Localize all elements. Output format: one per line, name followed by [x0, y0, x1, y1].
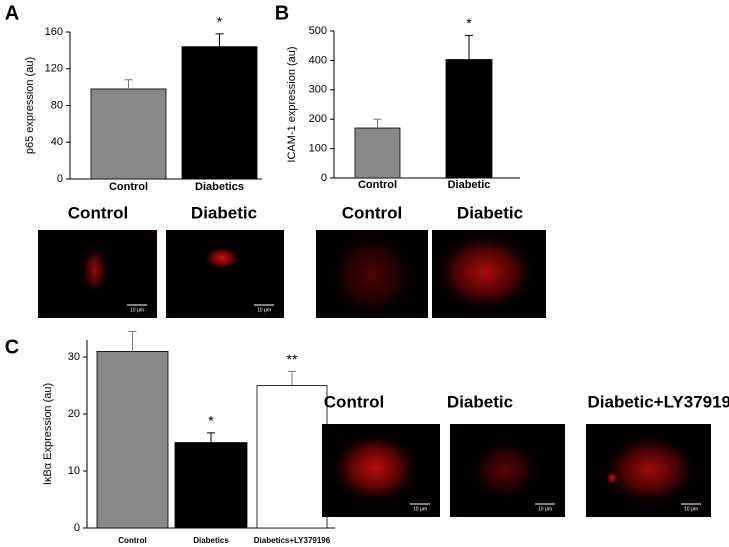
scale-label: 10 μm: [130, 307, 144, 313]
y-tick-label: 40: [51, 136, 63, 148]
x-tick-label: Control: [109, 181, 148, 193]
y-tick-label: 10: [68, 465, 80, 477]
significance-marker: *: [466, 15, 472, 31]
significance-marker: *: [208, 413, 214, 429]
x-tick-label: Diabetics: [195, 181, 244, 193]
bar: [174, 442, 248, 529]
scale-label: 10 μm: [413, 506, 427, 512]
bar: [445, 59, 493, 179]
image-label: Control: [324, 392, 384, 411]
y-tick-label: 200: [309, 113, 327, 125]
fluorescence: [205, 247, 239, 269]
fluorescence: [83, 248, 107, 292]
image-label: Diabetic+LY379196: [588, 392, 729, 411]
panel-label: B: [275, 2, 289, 24]
y-tick-label: 400: [309, 54, 327, 66]
x-tick-label: Diabetics: [193, 536, 229, 545]
bar: [96, 350, 169, 529]
image-label: Control: [342, 203, 402, 222]
y-tick-label: 80: [51, 99, 63, 111]
y-tick-label: 100: [309, 143, 327, 155]
x-tick-label: Control: [118, 536, 146, 545]
x-tick-label: Control: [358, 179, 397, 191]
image-label: Diabetic: [457, 203, 523, 222]
micrograph: [166, 230, 284, 318]
fluorescence: [332, 235, 412, 315]
y-tick-label: 300: [309, 84, 327, 96]
x-tick-label: Diabetics+LY379196: [254, 536, 331, 545]
panel-label: C: [5, 336, 19, 358]
image-label: Diabetic: [447, 392, 513, 411]
y-tick-label: 20: [68, 408, 80, 420]
bar: [256, 385, 328, 529]
y-axis-label: ICAM-1 expression (au): [286, 46, 298, 162]
y-tick-label: 500: [309, 25, 327, 37]
panel-label: A: [5, 2, 19, 24]
y-tick-label: 30: [68, 351, 80, 363]
fluorescence: [473, 442, 537, 498]
bar: [90, 88, 167, 180]
fluorescence: [437, 234, 533, 310]
y-axis-label: p65 expression (au): [24, 57, 36, 154]
y-tick-label: 120: [45, 63, 63, 75]
x-tick-label: Diabetic: [448, 179, 491, 191]
fluorescence: [605, 436, 695, 504]
image-label: Diabetic: [191, 203, 257, 222]
bar: [354, 127, 401, 179]
y-tick-label: 0: [321, 172, 327, 184]
fluorescence: [333, 434, 417, 502]
scale-label: 10 μm: [684, 506, 698, 512]
fluorescence: [606, 472, 618, 484]
significance-marker: *: [217, 14, 223, 30]
scale-label: 10 μm: [257, 307, 271, 313]
y-tick-label: 0: [74, 522, 80, 534]
scale-label: 10 μm: [538, 506, 552, 512]
bar: [181, 46, 258, 180]
significance-marker: **: [287, 351, 298, 367]
y-axis-label: IκBα Expression (au): [42, 383, 54, 485]
y-tick-label: 0: [57, 173, 63, 185]
y-tick-label: 160: [45, 26, 63, 38]
image-label: Control: [68, 203, 128, 222]
